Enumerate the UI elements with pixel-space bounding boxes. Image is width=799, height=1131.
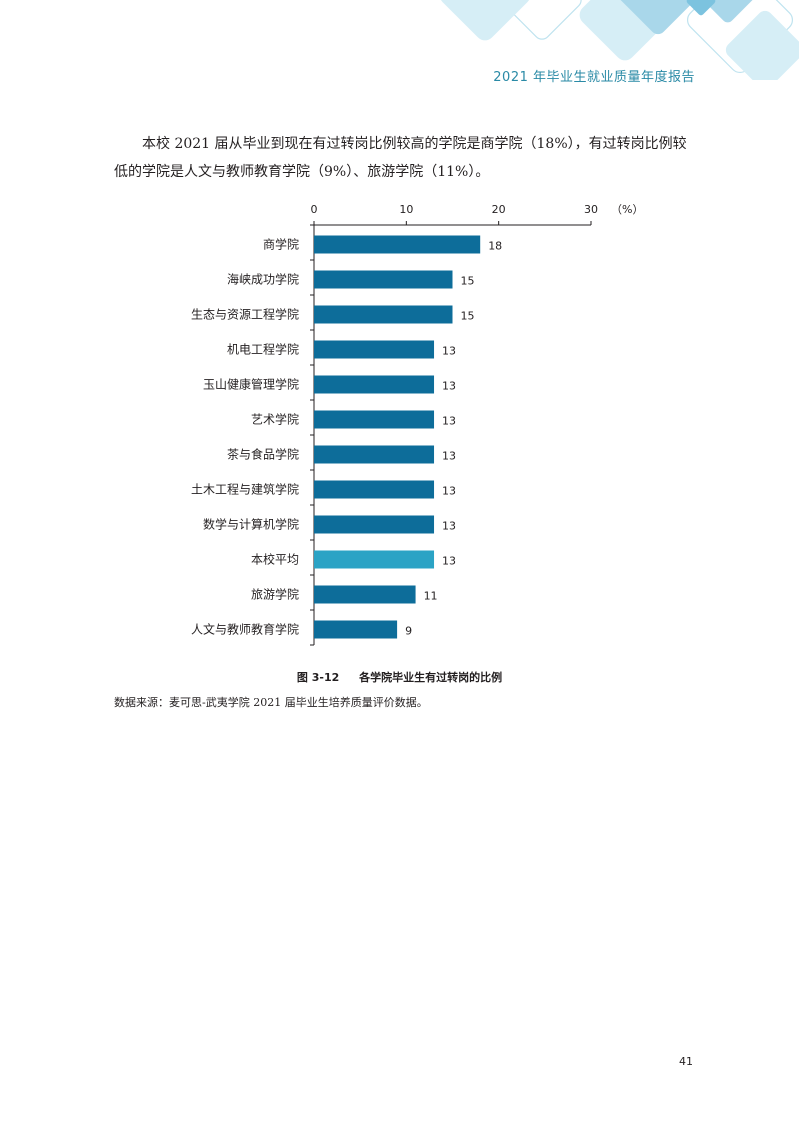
body-paragraph: 本校 2021 届从毕业到现在有过转岗比例较高的学院是商学院（18%），有过转岗… [114,136,687,180]
bar [314,235,481,254]
category-label: 艺术学院 [251,412,299,427]
x-tick-label: 10 [399,203,413,216]
category-label: 茶与食品学院 [227,447,299,462]
category-label: 本校平均 [251,552,299,567]
category-label: 数学与计算机学院 [203,517,299,532]
category-label: 土木工程与建筑学院 [191,482,299,497]
value-label: 13 [442,450,456,463]
figure-caption: 图 3-12 各学院毕业生有过转岗的比例 [0,669,799,685]
data-source: 数据来源：麦可思-武夷学院 2021 届毕业生培养质量评价数据。 [114,696,428,709]
value-label: 13 [442,485,456,498]
figure-title: 各学院毕业生有过转岗的比例 [359,671,503,684]
bar [314,515,435,534]
value-label: 13 [442,415,456,428]
bar [314,445,435,464]
bar [314,585,416,604]
value-label: 15 [461,310,475,323]
bar [314,270,453,289]
bar [314,375,435,394]
bar [314,620,398,639]
x-unit-label: （%） [611,203,643,216]
page-number: 41 [679,1055,693,1068]
value-label: 13 [442,520,456,533]
x-tick-label: 30 [584,203,598,216]
category-label: 机电工程学院 [227,342,299,357]
category-label: 海峡成功学院 [227,272,299,287]
bar-chart: 0 10 20 30 （%） 商学院 18 海峡成功学院 15 生态与资源工程学院 15 机电工程学院… [191,203,643,646]
header-title: 2021 年毕业生就业质量年度报告 [493,70,695,85]
x-tick-label: 20 [492,203,506,216]
bar [314,480,435,499]
bar [314,410,435,429]
category-label: 人文与教师教育学院 [191,622,299,637]
bar [314,550,435,569]
category-label: 生态与资源工程学院 [191,307,299,322]
value-label: 13 [442,380,456,393]
bar [314,305,453,324]
value-label: 11 [424,590,438,603]
value-label: 13 [442,345,456,358]
header-decoration [439,0,799,80]
category-label: 玉山健康管理学院 [203,377,299,392]
category-label: 商学院 [263,237,299,252]
value-label: 18 [488,240,502,253]
figure-number: 图 3-12 [296,671,340,684]
value-label: 15 [461,275,475,288]
category-label: 旅游学院 [251,587,299,602]
value-label: 13 [442,555,456,568]
bar [314,340,435,359]
x-tick-label: 0 [311,203,318,216]
value-label: 9 [405,625,412,638]
